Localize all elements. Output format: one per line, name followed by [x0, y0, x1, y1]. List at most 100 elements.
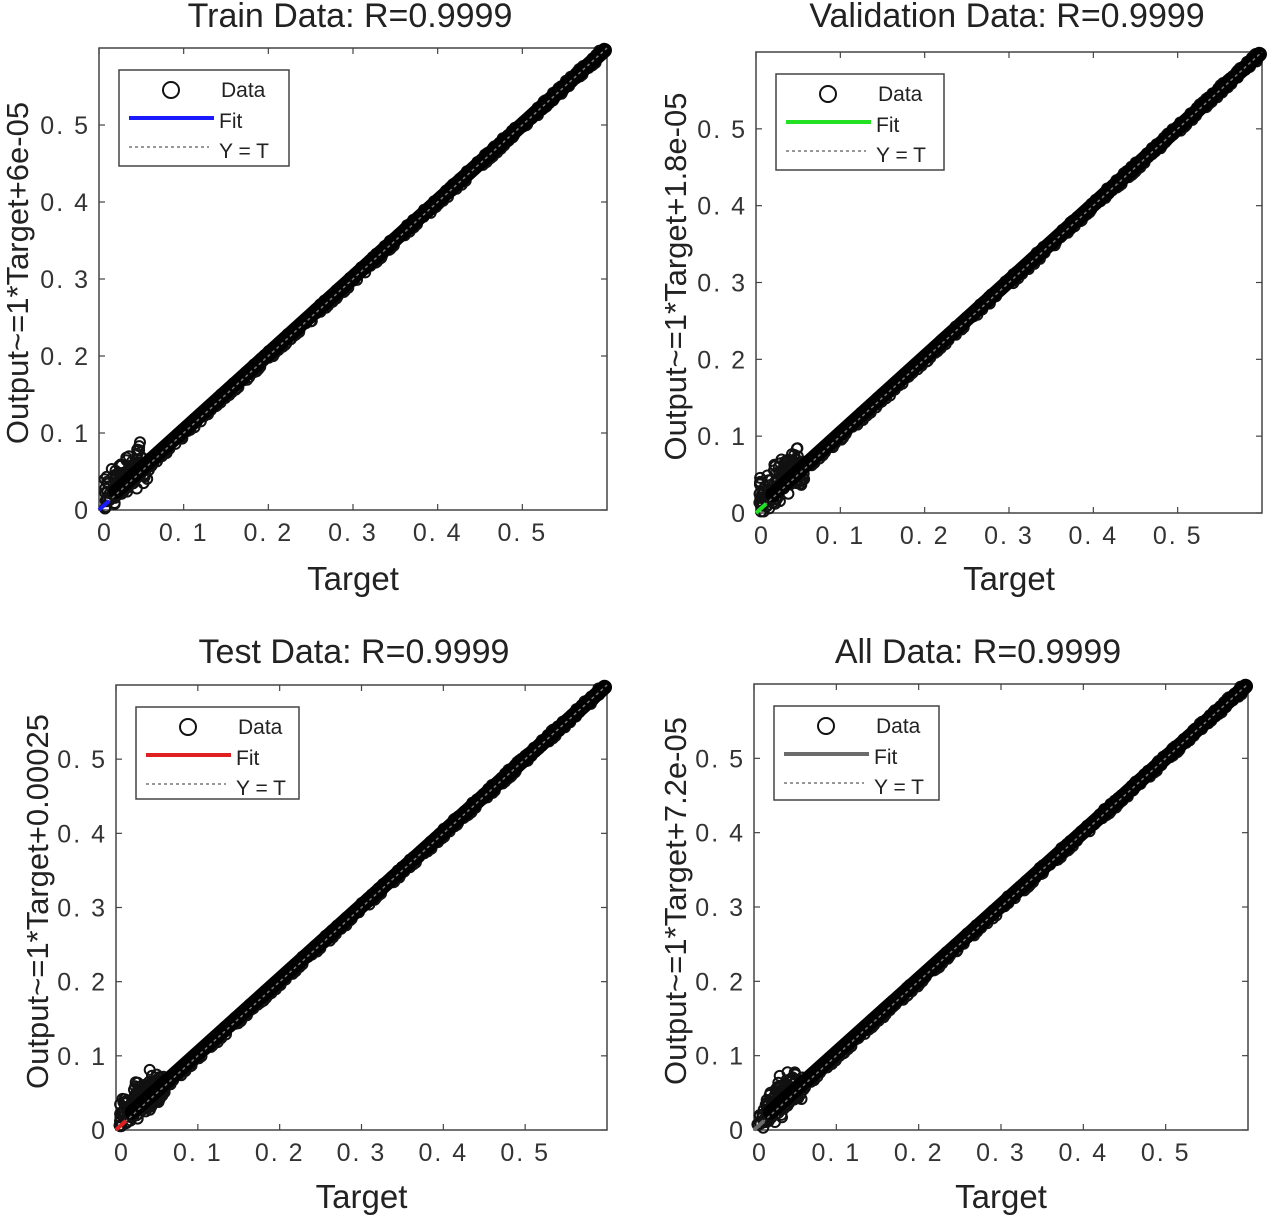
data-point [141, 472, 154, 485]
y-axis-label: Output~=1*Target+7.2e-05 [658, 717, 693, 1085]
panel-train: Train Data: R=0.9999 00 0. 1 0. 1 0. 2 0. 2 0.… [0, 0, 612, 597]
y-tick-label: 0. 1 [40, 420, 90, 448]
x-tick-label: 0. 5 [1153, 522, 1203, 550]
x-tick-label: 0. 3 [984, 522, 1034, 550]
x-axis-label: Target [316, 1178, 408, 1215]
legend-label: Data [238, 716, 283, 739]
y-axis-label: Output~=1*Target+0.00025 [20, 714, 55, 1089]
x-tick-label: 0 [114, 1139, 130, 1167]
legend-label: Y = T [876, 144, 926, 167]
chart-title: Validation Data: R=0.9999 [809, 0, 1204, 35]
legend: Data Fit Y = T [135, 706, 300, 800]
legend-label: Y = T [219, 140, 269, 163]
x-axis-label: Target [963, 560, 1055, 597]
data-point [134, 436, 146, 449]
x-tick-label: 0. 4 [1058, 1139, 1108, 1167]
x-tick-label: 0. 1 [159, 519, 209, 547]
y-tick-label: 0. 5 [695, 745, 745, 773]
data-point [754, 475, 767, 488]
y-tick-label: 0. 5 [57, 746, 107, 774]
x-tick-label: 0. 1 [815, 522, 865, 550]
legend-marker-data [817, 717, 835, 735]
y-tick-label: 0. 4 [57, 820, 107, 848]
data-point [791, 450, 804, 463]
x-tick-label: 0. 4 [418, 1139, 468, 1167]
legend: Data Fit Y = T [775, 73, 945, 171]
x-tick-label: 0. 3 [337, 1139, 387, 1167]
panel-all: All Data: R=0.9999 00 0. 1 0. 1 0. 2 0. 2 0. 3… [658, 633, 1254, 1215]
x-axis-label: Target [955, 1178, 1047, 1215]
x-tick-label: 0. 5 [1141, 1139, 1191, 1167]
identity-line [755, 51, 1263, 514]
legend-label: Data [878, 83, 923, 106]
legend-label: Fit [874, 746, 897, 769]
y-axis-label: Output~=1*Target+6e-05 [0, 102, 35, 444]
x-tick-label: 0. 3 [328, 519, 378, 547]
y-tick-label: 0. 1 [697, 423, 747, 451]
y-axis-label: Output~=1*Target+1.8e-05 [658, 93, 693, 461]
data-point-band [762, 678, 1254, 1120]
fit-line [97, 499, 111, 512]
y-tick-label: 0. 3 [40, 266, 90, 294]
legend-label: Y = T [236, 777, 286, 800]
x-axis-label: Target [307, 560, 399, 597]
identity-line [98, 47, 608, 511]
x-tick-label: 0. 2 [900, 522, 950, 550]
y-tick-label: 0 [74, 497, 90, 525]
legend-label: Fit [236, 747, 259, 770]
y-tick-label: 0. 2 [40, 343, 90, 371]
y-tick-label: 0. 3 [697, 270, 747, 298]
x-tick-label: 0. 5 [497, 519, 547, 547]
legend-marker-data [819, 85, 837, 103]
y-tick-label: 0. 2 [695, 968, 745, 996]
y-tick-label: 0 [729, 1117, 745, 1145]
legend-label: Y = T [874, 776, 924, 799]
y-tick-label: 0. 5 [40, 112, 90, 140]
chart-title: Train Data: R=0.9999 [188, 0, 513, 35]
chart-title: Test Data: R=0.9999 [199, 633, 510, 671]
data-point [752, 1118, 765, 1131]
x-tick-label: 0. 2 [243, 519, 293, 547]
y-tick-label: 0. 1 [57, 1043, 107, 1071]
y-tick-label: 0. 2 [57, 969, 107, 997]
legend-label: Data [221, 79, 266, 102]
x-tick-label: 0. 1 [811, 1139, 861, 1167]
legend-marker-data [179, 718, 197, 736]
legend: Data Fit Y = T [118, 69, 290, 167]
y-tick-label: 0 [91, 1117, 107, 1145]
y-tick-label: 0. 1 [695, 1043, 745, 1071]
x-tick-label: 0. 1 [173, 1139, 223, 1167]
legend-label: Fit [876, 114, 899, 137]
identity-line [115, 684, 608, 1131]
data-point [120, 451, 133, 464]
y-tick-label: 0. 4 [40, 189, 90, 217]
legend: Data Fit Y = T [773, 705, 940, 801]
y-tick-label: 0 [731, 500, 747, 528]
legend-label: Fit [219, 110, 242, 133]
y-tick-label: 0. 4 [697, 193, 747, 221]
x-tick-label: 0. 4 [413, 519, 463, 547]
x-tick-label: 0. 2 [255, 1139, 305, 1167]
data-point [754, 471, 767, 484]
identity-line [753, 683, 1249, 1131]
y-tick-label: 0. 4 [695, 820, 745, 848]
x-tick-label: 0 [752, 1139, 768, 1167]
data-point [133, 444, 146, 457]
data-point [783, 457, 796, 470]
y-tick-label: 0. 3 [695, 894, 745, 922]
data-point [768, 458, 781, 471]
panel-test: Test Data: R=0.9999 00 0. 1 0. 1 0. 2 0. 2 0. … [20, 633, 613, 1215]
y-tick-label: 0. 2 [697, 346, 747, 374]
x-tick-label: 0. 3 [976, 1139, 1026, 1167]
fit-line [754, 502, 768, 515]
x-tick-label: 0. 2 [894, 1139, 944, 1167]
legend-label: Data [876, 715, 921, 738]
panel-validation: Validation Data: R=0.9999 00 0. 1 0. 1 0. 2 0… [658, 0, 1267, 597]
chart-title: All Data: R=0.9999 [835, 633, 1121, 671]
data-point [790, 442, 803, 455]
x-tick-label: 0. 4 [1068, 522, 1118, 550]
data-point-band [108, 42, 612, 500]
data-point [101, 475, 114, 488]
x-tick-label: 0 [97, 519, 113, 547]
